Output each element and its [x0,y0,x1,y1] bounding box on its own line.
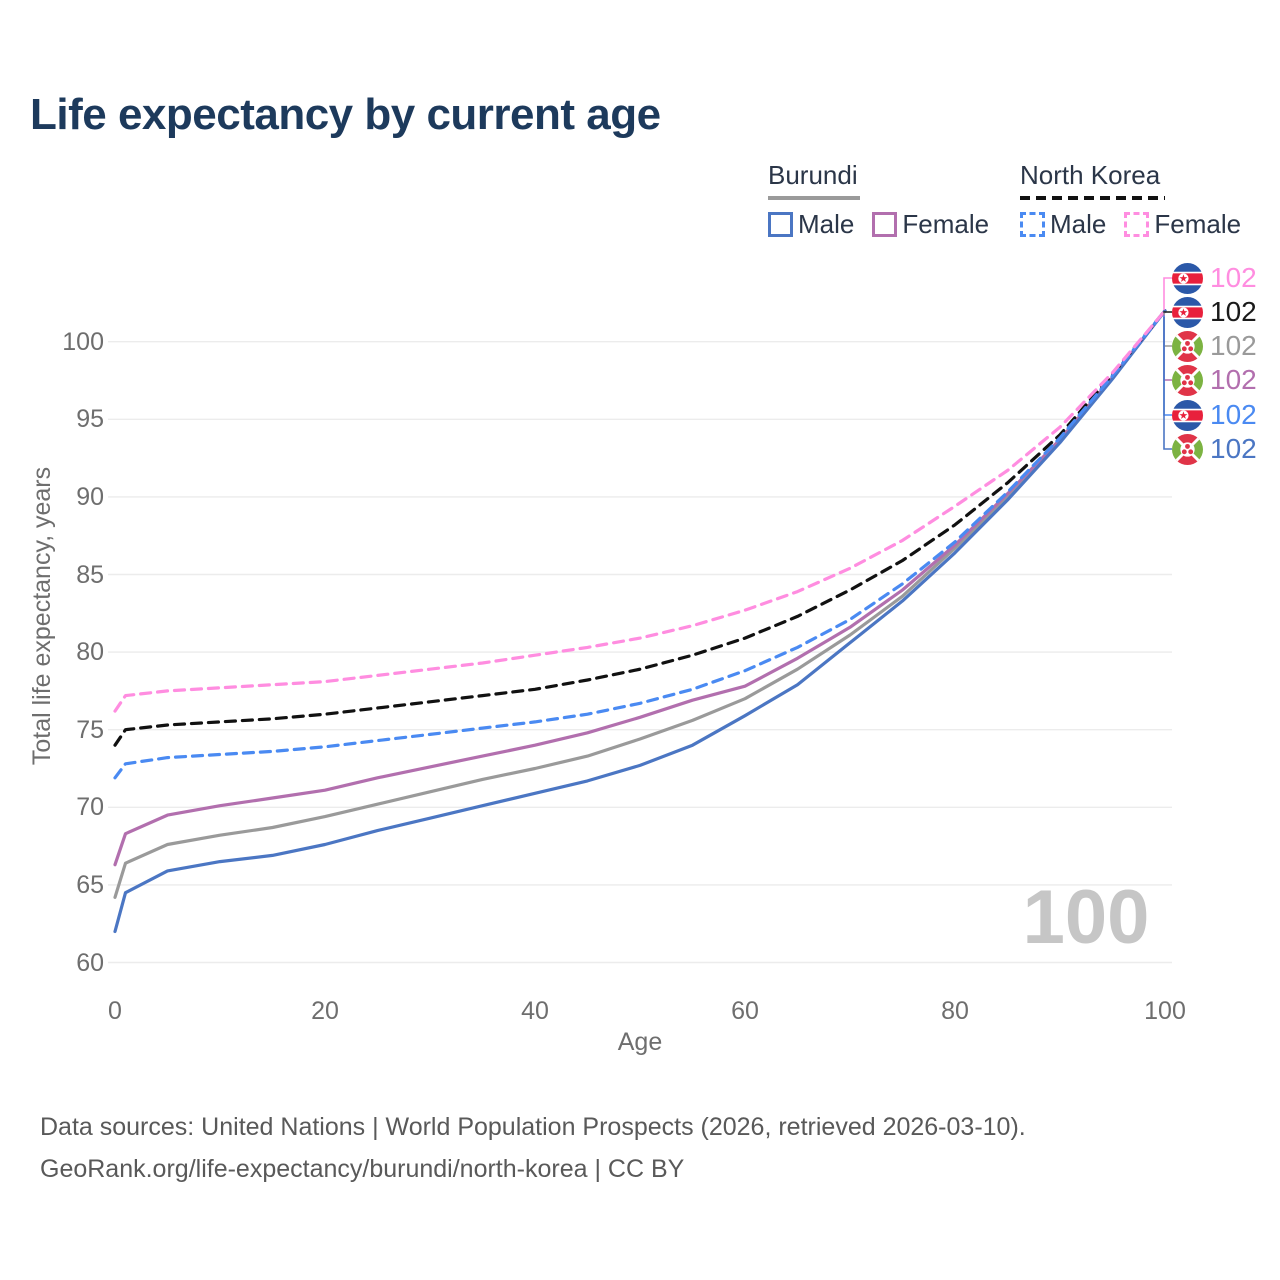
footer-data-sources: Data sources: United Nations | World Pop… [40,1113,1026,1141]
end-label-row-north-korea-both-sexes: 102 [1172,296,1257,328]
legend-group-north-korea: North Korea Male Female [1020,160,1241,240]
north-korea-flag-icon [1172,399,1203,431]
legend-underline-north-korea [1020,196,1165,200]
series-line-north-korea-both-sexes[interactable] [113,309,1167,747]
legend-country-burundi: Burundi [768,160,858,190]
end-label-row-burundi-male: 102 [1172,433,1257,465]
end-label-value: 102 [1210,296,1257,327]
end-label-value: 102 [1210,330,1257,361]
legend-country-north-korea: North Korea [1020,160,1161,190]
end-label-value: 102 [1210,262,1257,293]
legend-item-label: Male [1050,209,1107,239]
series-line-burundi-both-sexes[interactable] [113,309,1167,899]
legend-group-burundi: Burundi Male Female [768,160,989,240]
legend-item-nk-female[interactable]: Female [1124,209,1241,240]
end-label-row-burundi-both-sexes: 102 [1172,330,1257,362]
legend-item-nk-male[interactable]: Male [1020,209,1106,240]
burundi-flag-icon [1172,364,1203,396]
legend-item-label: Female [902,209,990,239]
north-korea-flag-icon [1172,296,1203,328]
legend-underline-burundi [768,196,860,200]
legend-item-label: Male [798,209,855,239]
series-line-north-korea-male[interactable] [113,309,1167,780]
legend-item-burundi-male[interactable]: Male [768,209,854,240]
x-tick-label-20: 20 [311,997,339,1025]
series-line-burundi-male[interactable] [113,309,1167,934]
y-tick-label-85: 85 [76,560,104,589]
line-swatch-burundi-female [872,212,898,237]
y-tick-label-75: 75 [76,715,104,744]
age-watermark: 100 [1022,875,1150,960]
line-swatch-burundi-male [768,212,793,237]
series-line-north-korea-female[interactable] [113,309,1167,713]
leader-line [1163,315,1172,416]
burundi-flag-icon [1172,433,1203,465]
end-label-row-north-korea-female: 102 [1172,262,1257,294]
y-tick-label-60: 60 [76,948,104,977]
leader-line [1163,314,1172,381]
leader-line [1163,317,1172,450]
y-tick-label-80: 80 [76,638,104,667]
legend-item-label: Female [1154,209,1242,239]
y-tick-label-95: 95 [76,405,104,434]
y-tick-label-70: 70 [76,793,104,822]
line-swatch-nk-male [1020,212,1045,237]
end-label-row-north-korea-male: 102 [1172,399,1257,431]
end-label-row-burundi-female: 102 [1172,364,1257,396]
leader-line [1163,311,1172,313]
x-tick-label-40: 40 [521,997,549,1025]
x-tick-label-60: 60 [731,997,759,1025]
series-line-burundi-female[interactable] [113,309,1167,867]
x-tick-label-80: 80 [941,997,969,1025]
burundi-flag-icon [1172,330,1203,362]
page-title: Life expectancy by current age [30,90,661,139]
y-tick-label-90: 90 [76,482,104,511]
end-label-value: 102 [1210,433,1257,464]
north-korea-flag-icon [1172,262,1203,294]
leader-line [1163,277,1172,310]
end-label-value: 102 [1210,364,1257,395]
x-tick-label-0: 0 [108,997,122,1025]
legend-item-burundi-female[interactable]: Female [872,209,989,240]
footer-attribution: GeoRank.org/life-expectancy/burundi/nort… [40,1155,685,1183]
x-tick-label-100: 100 [1144,997,1186,1025]
line-swatch-nk-female [1124,212,1150,237]
y-tick-label-65: 65 [76,870,104,899]
x-axis-title: Age [617,1028,663,1056]
y-tick-label-100: 100 [62,327,104,356]
end-label-value: 102 [1210,399,1257,430]
